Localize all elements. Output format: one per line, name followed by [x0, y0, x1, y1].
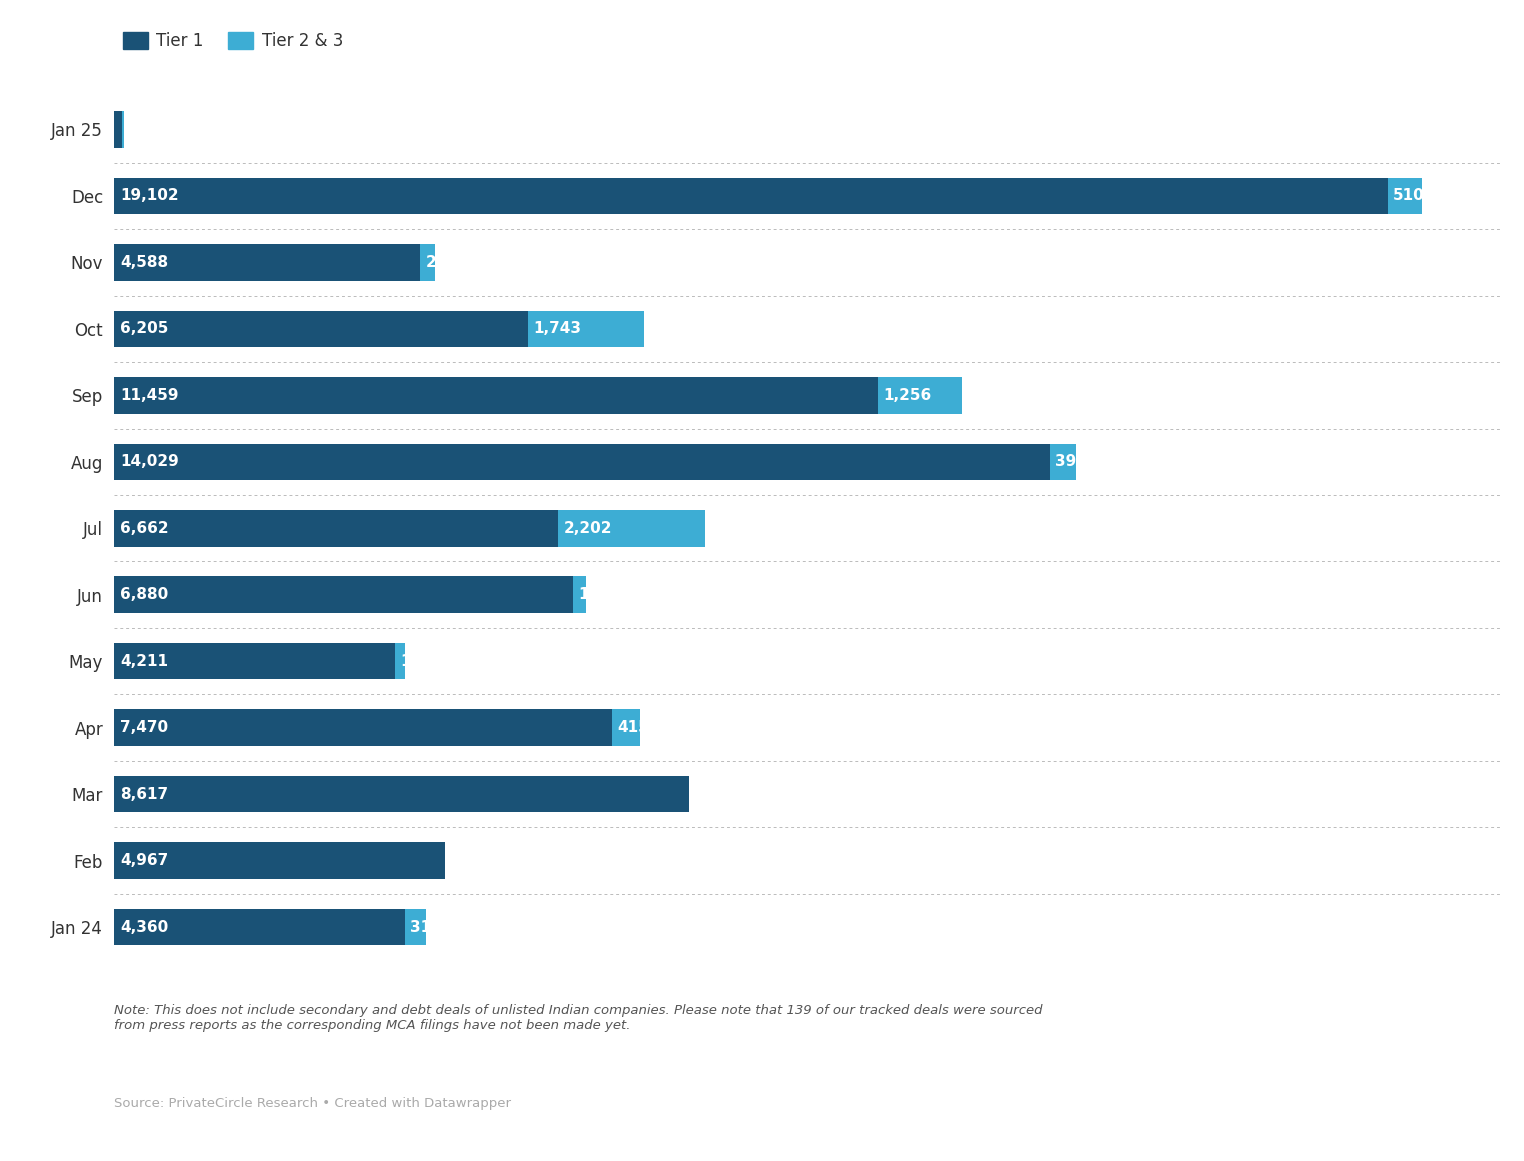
Text: Source: PrivateCircle Research • Created with Datawrapper: Source: PrivateCircle Research • Created… — [114, 1097, 511, 1110]
Text: 14,029: 14,029 — [120, 454, 178, 469]
Bar — [114, 510, 558, 547]
Bar — [421, 244, 434, 281]
Bar — [878, 377, 962, 413]
Bar — [613, 709, 640, 747]
Text: 195: 195 — [578, 587, 610, 603]
Text: 390: 390 — [1055, 454, 1087, 469]
Bar — [114, 310, 527, 347]
Text: 4,967: 4,967 — [120, 853, 169, 868]
Bar — [114, 909, 405, 945]
Bar — [114, 643, 395, 679]
Text: 415: 415 — [617, 720, 649, 735]
Bar — [558, 510, 706, 547]
Bar — [114, 843, 445, 879]
Bar — [114, 577, 573, 613]
Text: 310: 310 — [410, 920, 442, 935]
Text: 1,743: 1,743 — [533, 322, 581, 337]
Text: 4,360: 4,360 — [120, 920, 169, 935]
Bar — [114, 444, 1050, 479]
Text: 6,880: 6,880 — [120, 587, 169, 603]
Text: 220: 220 — [425, 255, 457, 269]
Bar — [1050, 444, 1076, 479]
Text: 510: 510 — [1393, 188, 1425, 203]
Text: 4,588: 4,588 — [120, 255, 169, 269]
Text: Note: This does not include secondary and debt deals of unlisted Indian companie: Note: This does not include secondary an… — [114, 1004, 1042, 1032]
Text: 2,202: 2,202 — [564, 521, 613, 535]
Text: 8,617: 8,617 — [120, 787, 169, 801]
Text: 11,459: 11,459 — [120, 388, 178, 403]
Text: 19,102: 19,102 — [120, 188, 178, 203]
Text: 6,662: 6,662 — [120, 521, 169, 535]
Legend: Tier 1, Tier 2 & 3: Tier 1, Tier 2 & 3 — [122, 31, 343, 50]
Bar — [114, 709, 613, 747]
Text: 1,256: 1,256 — [884, 388, 931, 403]
Bar — [573, 577, 587, 613]
Text: 155: 155 — [401, 654, 433, 669]
Bar — [405, 909, 425, 945]
Bar — [122, 111, 123, 147]
Bar — [1388, 178, 1422, 214]
Bar — [114, 377, 878, 413]
Bar — [395, 643, 405, 679]
Bar — [114, 776, 689, 813]
Bar — [114, 244, 421, 281]
Text: 7,470: 7,470 — [120, 720, 169, 735]
Bar — [114, 111, 122, 147]
Text: 4,211: 4,211 — [120, 654, 168, 669]
Text: 6,205: 6,205 — [120, 322, 169, 337]
Bar — [114, 178, 1388, 214]
Bar — [527, 310, 645, 347]
